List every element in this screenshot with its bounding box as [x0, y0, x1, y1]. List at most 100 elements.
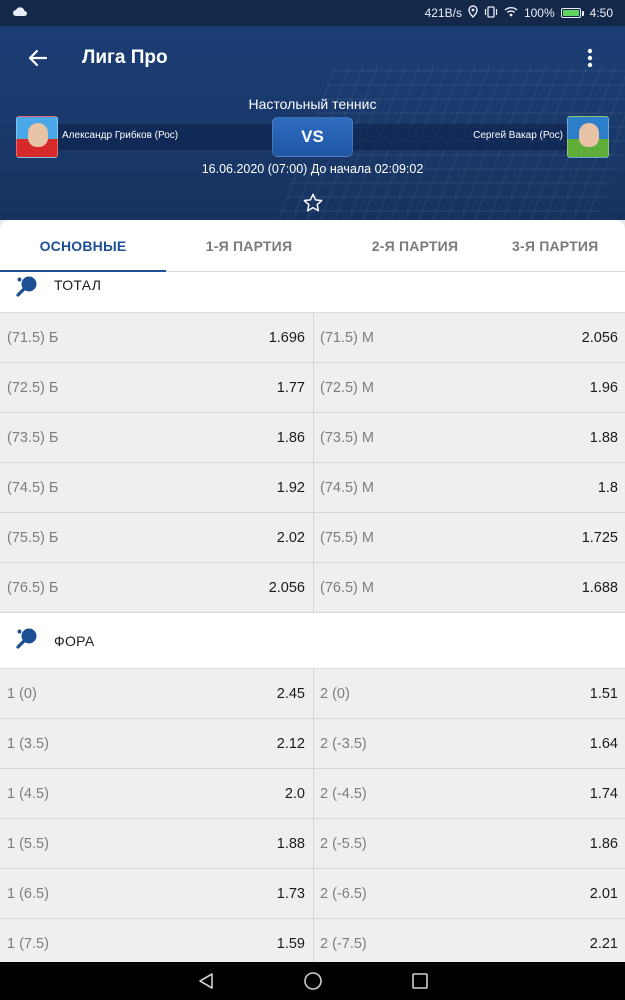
odds-label: 2 (-3.5)	[320, 735, 367, 752]
odds-value: 2.45	[276, 685, 305, 702]
odds-cell-left[interactable]: 1 (3.5) 2.12	[0, 719, 314, 768]
odds-label: (71.5) Б	[7, 329, 59, 346]
odds-label: 1 (5.5)	[7, 835, 49, 852]
odds-cell-right[interactable]: 2 (-6.5) 2.01	[314, 869, 625, 918]
status-right: 421B/s 100% 4:50	[425, 5, 613, 21]
nav-recents-button[interactable]	[409, 970, 431, 992]
odds-content[interactable]: ТОТАЛ (71.5) Б 1.696 (71.5) М 2.056 (72.5) Б…	[0, 272, 625, 962]
back-button[interactable]	[20, 40, 56, 76]
tab-set-3[interactable]: 3-Я ПАРТИЯ	[512, 237, 599, 254]
battery-fill	[562, 10, 579, 16]
player-left-avatar	[16, 116, 58, 158]
player-right-name: Сергей Вакар (Рос)	[473, 130, 563, 141]
odds-cell-left[interactable]: (71.5) Б 1.696	[0, 313, 314, 362]
odds-label: (72.5) Б	[7, 379, 59, 396]
odds-value: 1.59	[276, 935, 305, 952]
page-title: Лига Про	[82, 47, 168, 68]
triangle-back-icon	[198, 973, 213, 989]
odds-cell-left[interactable]: (73.5) Б 1.86	[0, 413, 314, 462]
odds-cell-left[interactable]: (75.5) Б 2.02	[0, 513, 314, 562]
odds-label: (73.5) Б	[7, 429, 59, 446]
odds-cell-right[interactable]: 2 (-7.5) 2.21	[314, 919, 625, 962]
odds-label: 2 (0)	[320, 685, 350, 702]
odds-cell-left[interactable]: (72.5) Б 1.77	[0, 363, 314, 412]
vibrate-icon	[484, 5, 498, 21]
odds-value: 1.86	[276, 429, 305, 446]
star-icon	[303, 193, 323, 212]
wifi-icon	[504, 6, 518, 20]
odds-label: 2 (-7.5)	[320, 935, 367, 952]
odds-label: (73.5) М	[320, 429, 374, 446]
odds-cell-left[interactable]: 1 (6.5) 1.73	[0, 869, 314, 918]
odds-cell-right[interactable]: 2 (0) 1.51	[314, 669, 625, 718]
odds-label: 1 (6.5)	[7, 885, 49, 902]
nav-back-button[interactable]	[195, 970, 217, 992]
odds-cell-left[interactable]: (74.5) Б 1.92	[0, 463, 314, 512]
odds-value: 2.056	[581, 329, 618, 346]
table-tennis-icon	[16, 627, 40, 654]
tab-set-2[interactable]: 2-Я ПАРТИЯ	[371, 237, 459, 254]
odds-cell-right[interactable]: 2 (-5.5) 1.86	[314, 819, 625, 868]
odds-value: 2.12	[276, 735, 305, 752]
odds-cell-right[interactable]: (71.5) М 2.056	[314, 313, 625, 362]
odds-label: 2 (-5.5)	[320, 835, 367, 852]
odds-label: 1 (7.5)	[7, 935, 49, 952]
cloud-icon	[12, 6, 28, 20]
odds-label: 2 (-6.5)	[320, 885, 367, 902]
odds-label: (76.5) М	[320, 579, 374, 596]
odds-row: 1 (4.5) 2.0 2 (-4.5) 1.74	[0, 769, 625, 819]
odds-label: 1 (3.5)	[7, 735, 49, 752]
system-nav-bar	[0, 962, 625, 1000]
odds-cell-right[interactable]: 2 (-3.5) 1.64	[314, 719, 625, 768]
tab-set-1[interactable]: 1-Я ПАРТИЯ	[205, 237, 293, 254]
odds-label: (75.5) М	[320, 529, 374, 546]
tab-main[interactable]: ОСНОВНЫЕ	[0, 220, 166, 272]
odds-cell-right[interactable]: (76.5) М 1.688	[314, 563, 625, 612]
clock: 4:50	[589, 6, 613, 20]
player-right-avatar	[567, 116, 609, 158]
circle-home-icon	[303, 972, 322, 990]
section-title-handicap: ФОРА	[54, 632, 95, 649]
section-header-total: ТОТАЛ	[0, 272, 625, 313]
odds-cell-right[interactable]: (74.5) М 1.8	[314, 463, 625, 512]
odds-row: 1 (0) 2.45 2 (0) 1.51	[0, 669, 625, 719]
location-icon	[468, 5, 478, 21]
odds-cell-left[interactable]: (76.5) Б 2.056	[0, 563, 314, 612]
odds-value: 1.77	[276, 379, 305, 396]
odds-label: (76.5) Б	[7, 579, 59, 596]
odds-value: 2.21	[589, 935, 618, 952]
odds-row: (73.5) Б 1.86 (73.5) М 1.88	[0, 413, 625, 463]
odds-label: (75.5) Б	[7, 529, 59, 546]
more-menu-button[interactable]	[575, 40, 605, 76]
status-bar: 421B/s 100% 4:50	[0, 0, 625, 26]
total-rows: (71.5) Б 1.696 (71.5) М 2.056 (72.5) Б 1.77 (7…	[0, 313, 625, 613]
table-tennis-icon	[16, 275, 40, 302]
nav-home-button[interactable]	[302, 970, 324, 992]
favorite-button[interactable]	[300, 191, 326, 215]
vs-badge: VS	[272, 117, 353, 157]
match-header: Лига Про Настольный теннис Александр Гри…	[0, 26, 625, 220]
toolbar: Лига Про	[0, 26, 625, 90]
odds-label: (72.5) М	[320, 379, 374, 396]
odds-label: 1 (0)	[7, 685, 37, 702]
odds-cell-right[interactable]: (73.5) М 1.88	[314, 413, 625, 462]
status-left	[12, 6, 28, 20]
odds-cell-left[interactable]: 1 (7.5) 1.59	[0, 919, 314, 962]
handicap-rows: 1 (0) 2.45 2 (0) 1.51 1 (3.5) 2.12 2 (-3.5) 1.6…	[0, 669, 625, 962]
odds-value: 1.74	[589, 785, 618, 802]
odds-cell-left[interactable]: 1 (5.5) 1.88	[0, 819, 314, 868]
odds-cell-left[interactable]: 1 (0) 2.45	[0, 669, 314, 718]
odds-cell-right[interactable]: 2 (-4.5) 1.74	[314, 769, 625, 818]
odds-label: 1 (4.5)	[7, 785, 49, 802]
odds-cell-left[interactable]: 1 (4.5) 2.0	[0, 769, 314, 818]
odds-label: 2 (-4.5)	[320, 785, 367, 802]
odds-cell-right[interactable]: (72.5) М 1.96	[314, 363, 625, 412]
odds-cell-right[interactable]: (75.5) М 1.725	[314, 513, 625, 562]
odds-row: (76.5) Б 2.056 (76.5) М 1.688	[0, 563, 625, 613]
section-title-total: ТОТАЛ	[54, 277, 102, 293]
odds-row: (74.5) Б 1.92 (74.5) М 1.8	[0, 463, 625, 513]
odds-label: (74.5) М	[320, 479, 374, 496]
player-left-name: Александр Грибков (Рос)	[62, 130, 179, 141]
odds-row: 1 (3.5) 2.12 2 (-3.5) 1.64	[0, 719, 625, 769]
battery-percent: 100%	[523, 6, 555, 20]
